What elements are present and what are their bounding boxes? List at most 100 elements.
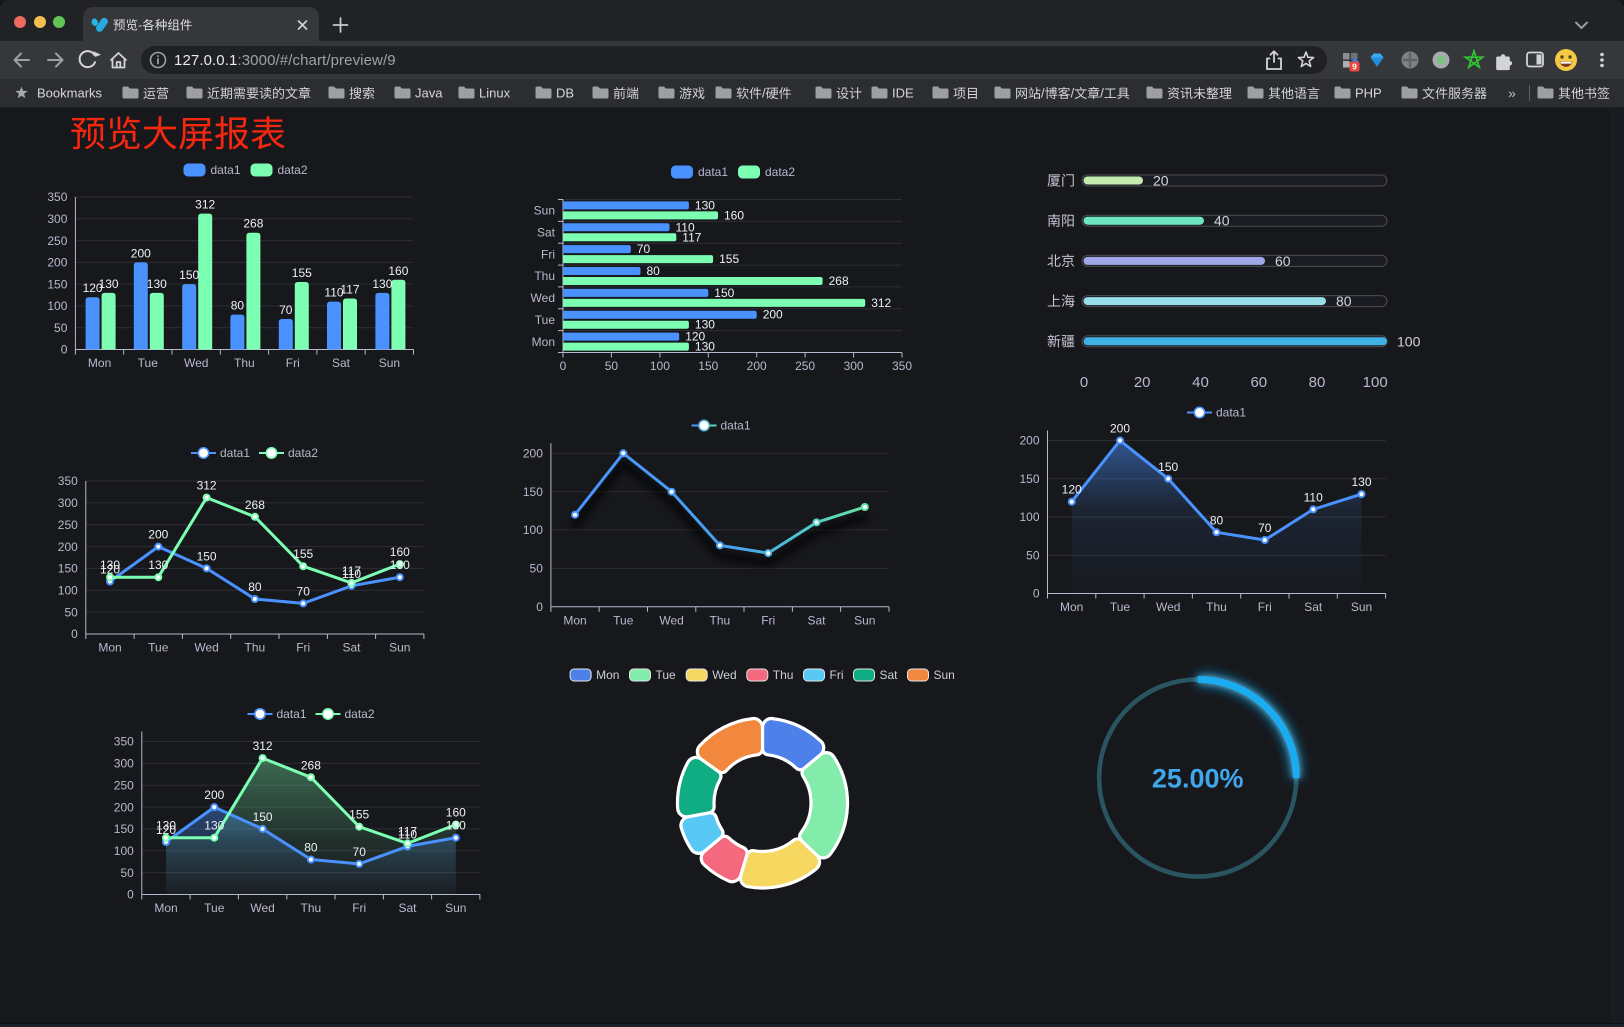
svg-text:150: 150 (114, 822, 134, 836)
svg-text:Thu: Thu (234, 356, 255, 370)
svg-text:40: 40 (1192, 374, 1209, 391)
svg-text:Tue: Tue (613, 613, 634, 627)
svg-text:200: 200 (1019, 434, 1039, 448)
svg-text:300: 300 (58, 496, 78, 510)
svg-text:117: 117 (682, 230, 701, 244)
svg-text:350: 350 (114, 735, 134, 749)
svg-text:Wed: Wed (194, 641, 218, 655)
svg-text:150: 150 (47, 277, 67, 291)
svg-text:200: 200 (204, 788, 224, 802)
svg-text:80: 80 (304, 841, 318, 855)
svg-text:20: 20 (1134, 374, 1151, 391)
svg-text:130: 130 (156, 819, 176, 833)
svg-text:70: 70 (297, 584, 311, 598)
svg-text:300: 300 (844, 359, 864, 373)
svg-text:110: 110 (324, 286, 343, 300)
svg-text:155: 155 (349, 808, 369, 822)
svg-text:350: 350 (47, 190, 67, 204)
svg-text:130: 130 (99, 277, 119, 291)
svg-text:268: 268 (829, 274, 849, 288)
svg-text:160: 160 (724, 208, 744, 222)
svg-text:40: 40 (1214, 213, 1230, 229)
svg-text:100: 100 (523, 523, 543, 537)
svg-text:Thu: Thu (534, 269, 555, 283)
svg-text:150: 150 (698, 359, 718, 373)
svg-text:Bookmarks: Bookmarks (37, 86, 103, 101)
svg-text:300: 300 (114, 757, 134, 771)
svg-text:50: 50 (530, 562, 544, 576)
svg-text:100: 100 (1019, 510, 1039, 524)
svg-text:Sat: Sat (880, 668, 899, 682)
svg-text:200: 200 (747, 359, 767, 373)
svg-text:200: 200 (114, 800, 134, 814)
svg-text:312: 312 (195, 198, 215, 212)
svg-text:100: 100 (650, 359, 670, 373)
svg-text:155: 155 (292, 266, 312, 280)
svg-text:Sun: Sun (389, 641, 410, 655)
svg-text:200: 200 (523, 447, 543, 461)
svg-text:/: / (1071, 86, 1075, 101)
svg-text:0: 0 (61, 343, 68, 357)
svg-text:data1: data1 (1216, 406, 1246, 420)
svg-text:110: 110 (676, 220, 695, 234)
svg-text:9: 9 (1352, 62, 1357, 72)
svg-text:0: 0 (560, 359, 567, 373)
svg-text:data1: data1 (220, 446, 250, 460)
svg-text:Wed: Wed (659, 613, 683, 627)
svg-text:»: » (1508, 85, 1516, 101)
svg-text:200: 200 (148, 528, 168, 542)
svg-text:Sun: Sun (445, 901, 466, 915)
svg-text:20: 20 (1153, 173, 1169, 189)
svg-text:Tue: Tue (535, 313, 556, 327)
svg-text:150: 150 (1019, 472, 1039, 486)
svg-text:100: 100 (47, 299, 67, 313)
svg-text:110: 110 (398, 827, 417, 841)
svg-text:250: 250 (58, 518, 78, 532)
svg-text:Fri: Fri (541, 247, 555, 261)
svg-text:Thu: Thu (773, 668, 794, 682)
svg-text:Fri: Fri (1258, 600, 1272, 614)
svg-text:50: 50 (54, 321, 68, 335)
svg-text:50: 50 (64, 605, 78, 619)
svg-text:/: / (1041, 86, 1045, 101)
svg-text:Sun: Sun (854, 613, 875, 627)
svg-text:130: 130 (695, 340, 715, 354)
svg-text:Sat: Sat (1304, 600, 1323, 614)
svg-text:Fri: Fri (352, 901, 366, 915)
svg-text:155: 155 (719, 252, 739, 266)
svg-text:Wed: Wed (712, 668, 736, 682)
svg-text:data1: data1 (277, 707, 307, 721)
svg-text:Tue: Tue (148, 641, 169, 655)
svg-text:80: 80 (231, 299, 245, 313)
svg-text:150: 150 (1158, 460, 1178, 474)
svg-text:Sat: Sat (537, 226, 556, 240)
svg-text:25.00%: 25.00% (1152, 764, 1244, 794)
svg-text:200: 200 (58, 540, 78, 554)
svg-text:200: 200 (763, 308, 783, 322)
svg-text:110: 110 (342, 567, 361, 581)
svg-text:250: 250 (47, 234, 67, 248)
svg-text:200: 200 (131, 246, 151, 260)
svg-text:0: 0 (536, 600, 543, 614)
svg-text:160: 160 (446, 806, 466, 820)
svg-text:Mon: Mon (1060, 600, 1083, 614)
svg-text:Wed: Wed (531, 291, 555, 305)
svg-text:150: 150 (179, 268, 199, 282)
svg-text:130: 130 (372, 277, 392, 291)
svg-text:268: 268 (245, 498, 265, 512)
svg-text:Fri: Fri (296, 641, 310, 655)
svg-text:120: 120 (1062, 483, 1082, 497)
svg-text:60: 60 (1275, 253, 1291, 269)
svg-text:60: 60 (1250, 374, 1267, 391)
svg-text:DB: DB (556, 86, 574, 101)
svg-text:130: 130 (695, 318, 715, 332)
svg-text:Tue: Tue (656, 668, 677, 682)
svg-text:120: 120 (83, 281, 103, 295)
svg-text:Fri: Fri (830, 668, 844, 682)
svg-text:80: 80 (1309, 374, 1326, 391)
svg-text:Mon: Mon (563, 613, 586, 627)
svg-text:80: 80 (1336, 293, 1352, 309)
svg-text:Tue: Tue (1110, 600, 1131, 614)
svg-text:150: 150 (523, 485, 543, 499)
svg-text:80: 80 (248, 580, 262, 594)
